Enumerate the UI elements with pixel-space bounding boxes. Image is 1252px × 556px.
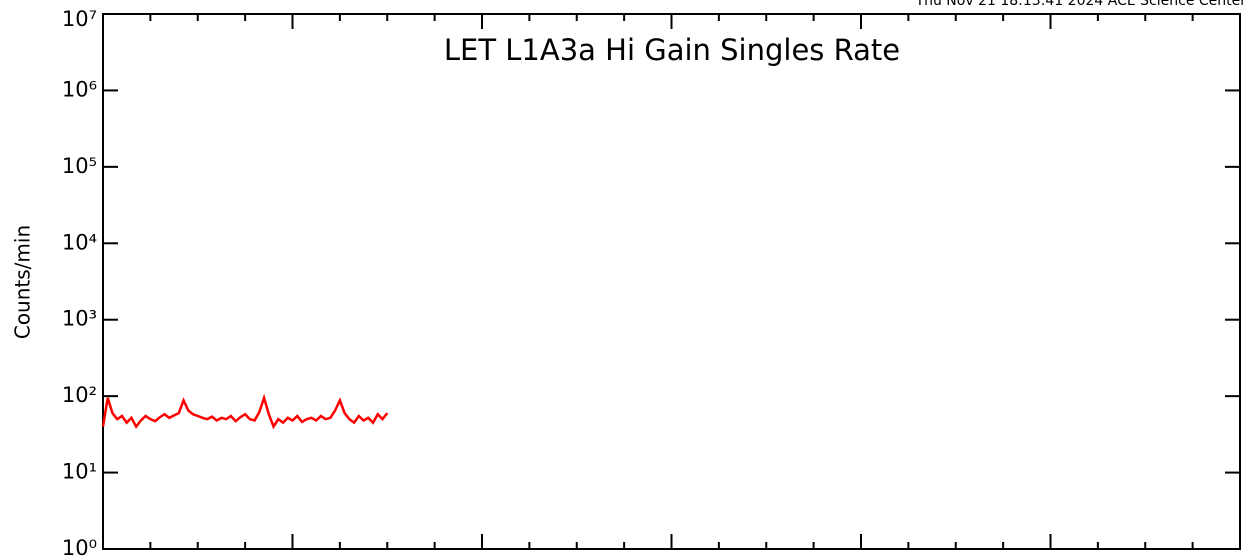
y-axis-label: Counts/min [11,225,35,339]
y-tick-label: 10² [62,383,97,407]
y-tick-label: 10¹ [62,460,97,484]
y-tick-label: 10⁰ [62,536,97,556]
y-tick-label: 10³ [62,307,97,331]
data-line [101,393,389,430]
plot-frame [102,13,1241,550]
annotation: Thu Nov 21 18:13:41 2024 ACE Science Cen… [915,0,1247,9]
y-tick-label: 10⁵ [62,154,97,178]
y-tick-label: 10⁴ [62,230,97,254]
y-tick-label: 10⁷ [62,7,97,31]
chart-title: LET L1A3a Hi Gain Singles Rate [444,33,900,67]
y-tick-label: 10⁶ [62,77,97,101]
